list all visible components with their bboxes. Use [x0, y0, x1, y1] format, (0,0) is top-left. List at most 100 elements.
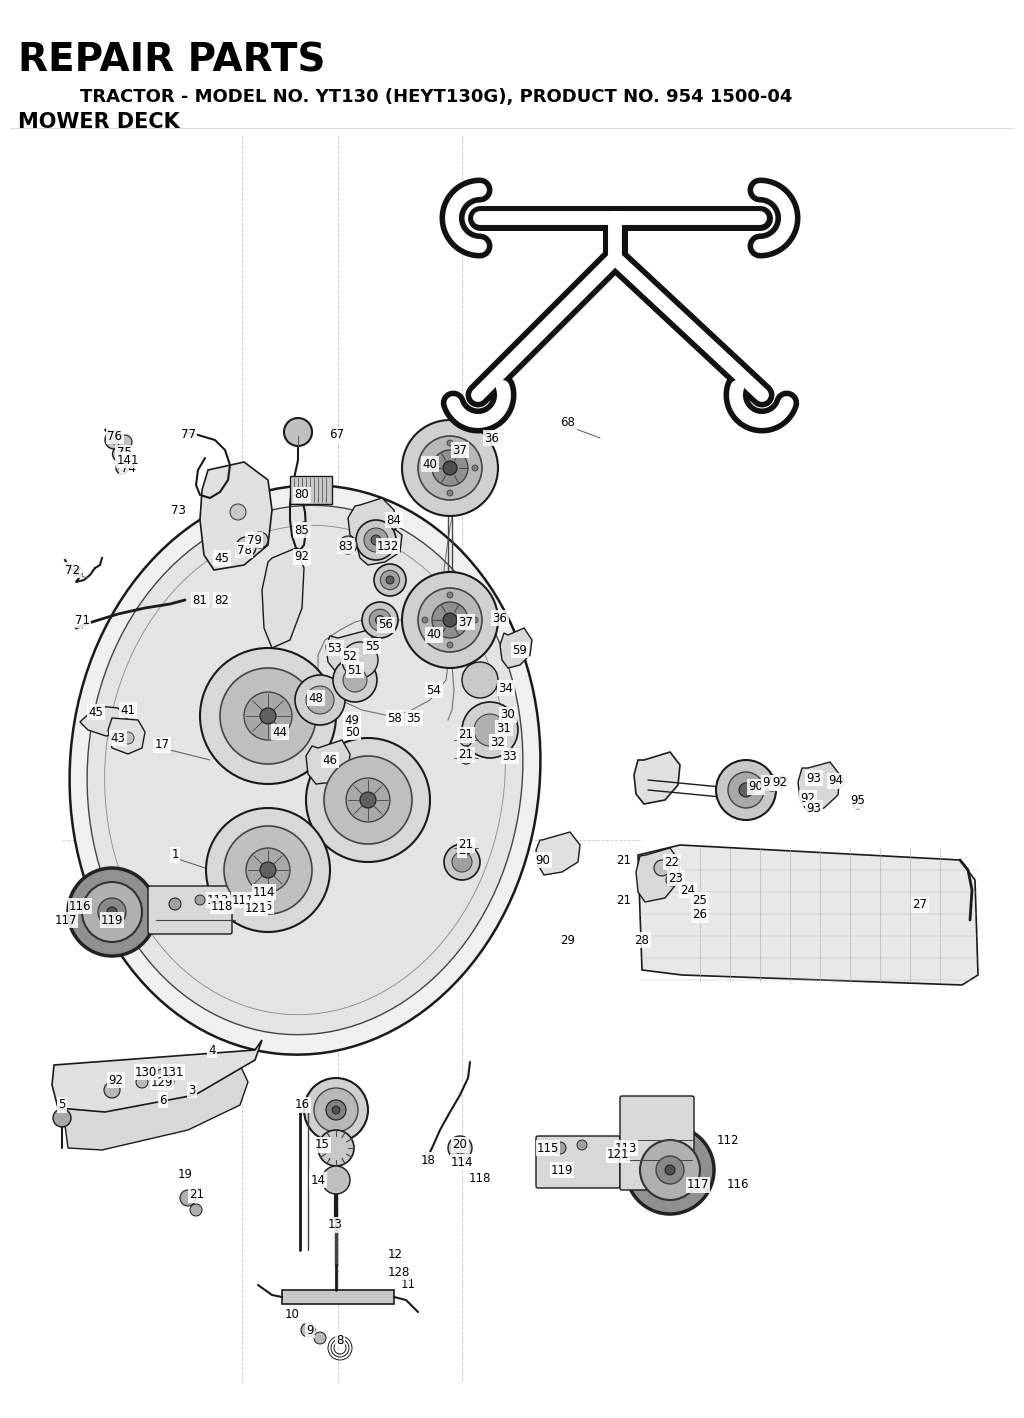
Text: REPAIR PARTS: REPAIR PARTS	[18, 43, 326, 79]
Circle shape	[306, 737, 430, 862]
Circle shape	[200, 648, 336, 784]
Circle shape	[402, 571, 498, 668]
Circle shape	[169, 898, 181, 910]
Text: 90: 90	[749, 780, 764, 794]
Text: 116: 116	[727, 1178, 750, 1191]
Text: 77: 77	[180, 428, 196, 441]
Text: 21: 21	[616, 854, 632, 866]
Circle shape	[113, 447, 128, 461]
Circle shape	[447, 440, 453, 447]
Circle shape	[284, 418, 312, 447]
Polygon shape	[356, 525, 402, 564]
Circle shape	[418, 588, 482, 652]
Text: 92: 92	[295, 550, 309, 563]
Text: 114: 114	[253, 885, 275, 899]
Circle shape	[472, 465, 478, 471]
Text: 119: 119	[551, 1164, 573, 1177]
Text: 14: 14	[310, 1174, 326, 1187]
Text: 21: 21	[459, 729, 473, 742]
Text: 19: 19	[177, 1168, 193, 1181]
Text: 82: 82	[215, 594, 229, 607]
Circle shape	[324, 756, 412, 844]
Text: 79: 79	[247, 533, 261, 546]
Text: 48: 48	[308, 692, 324, 705]
Text: 18: 18	[421, 1153, 435, 1167]
Text: 40: 40	[427, 628, 441, 641]
Circle shape	[342, 642, 378, 678]
Circle shape	[443, 461, 457, 475]
Text: 71: 71	[75, 614, 89, 627]
Circle shape	[386, 576, 394, 584]
Text: 59: 59	[513, 644, 527, 657]
Text: 27: 27	[912, 899, 928, 912]
Circle shape	[105, 431, 123, 450]
Text: 83: 83	[339, 539, 353, 553]
Circle shape	[656, 1156, 684, 1184]
Polygon shape	[52, 1039, 262, 1112]
Polygon shape	[348, 498, 396, 545]
Circle shape	[322, 1166, 350, 1194]
Circle shape	[236, 537, 256, 557]
FancyBboxPatch shape	[148, 886, 232, 934]
Text: 74: 74	[121, 461, 135, 475]
Text: 3: 3	[188, 1083, 196, 1096]
Text: 24: 24	[681, 883, 695, 896]
Text: 114: 114	[451, 1156, 473, 1168]
Text: 4: 4	[208, 1044, 216, 1056]
FancyBboxPatch shape	[290, 476, 332, 503]
Text: 116: 116	[69, 899, 91, 913]
Text: 5: 5	[58, 1099, 66, 1112]
Circle shape	[136, 1076, 148, 1088]
Circle shape	[346, 778, 390, 822]
Text: 54: 54	[427, 683, 441, 696]
Circle shape	[449, 1136, 472, 1160]
Circle shape	[106, 908, 117, 917]
Circle shape	[764, 776, 780, 791]
Circle shape	[376, 615, 384, 624]
Text: 115: 115	[537, 1141, 559, 1154]
Circle shape	[422, 617, 428, 623]
Text: 15: 15	[314, 1139, 330, 1151]
Circle shape	[220, 668, 316, 764]
Text: 118: 118	[469, 1171, 492, 1184]
Circle shape	[326, 1100, 346, 1120]
Text: 43: 43	[111, 732, 125, 744]
Circle shape	[626, 1126, 714, 1214]
Circle shape	[454, 1141, 466, 1154]
Circle shape	[447, 491, 453, 496]
Circle shape	[118, 435, 132, 450]
Text: 34: 34	[499, 682, 513, 695]
Text: 73: 73	[171, 503, 185, 516]
Text: 76: 76	[108, 430, 123, 442]
Text: 10: 10	[285, 1309, 299, 1322]
Circle shape	[665, 1166, 675, 1176]
Text: 67: 67	[330, 428, 344, 441]
FancyBboxPatch shape	[536, 1136, 620, 1188]
Circle shape	[443, 613, 457, 627]
Circle shape	[339, 536, 357, 554]
Text: 41: 41	[121, 703, 135, 716]
Text: 22: 22	[665, 855, 680, 868]
Circle shape	[260, 708, 276, 725]
Circle shape	[356, 520, 396, 560]
Text: 81: 81	[193, 594, 208, 607]
Text: 72: 72	[66, 563, 81, 577]
Circle shape	[333, 658, 377, 702]
Circle shape	[370, 610, 391, 631]
Text: 36: 36	[493, 611, 508, 624]
Text: 92: 92	[109, 1073, 124, 1086]
Polygon shape	[798, 761, 840, 813]
Circle shape	[306, 686, 334, 715]
Circle shape	[98, 898, 126, 926]
Text: 12: 12	[387, 1248, 402, 1262]
Text: 113: 113	[614, 1141, 637, 1154]
Text: 141: 141	[117, 454, 139, 467]
Circle shape	[180, 1190, 196, 1205]
Text: 31: 31	[497, 722, 511, 735]
Text: 20: 20	[453, 1139, 467, 1151]
Text: 93: 93	[807, 801, 821, 814]
Text: 13: 13	[328, 1218, 342, 1231]
Text: 26: 26	[692, 909, 708, 922]
Circle shape	[116, 450, 128, 462]
Circle shape	[117, 451, 124, 458]
